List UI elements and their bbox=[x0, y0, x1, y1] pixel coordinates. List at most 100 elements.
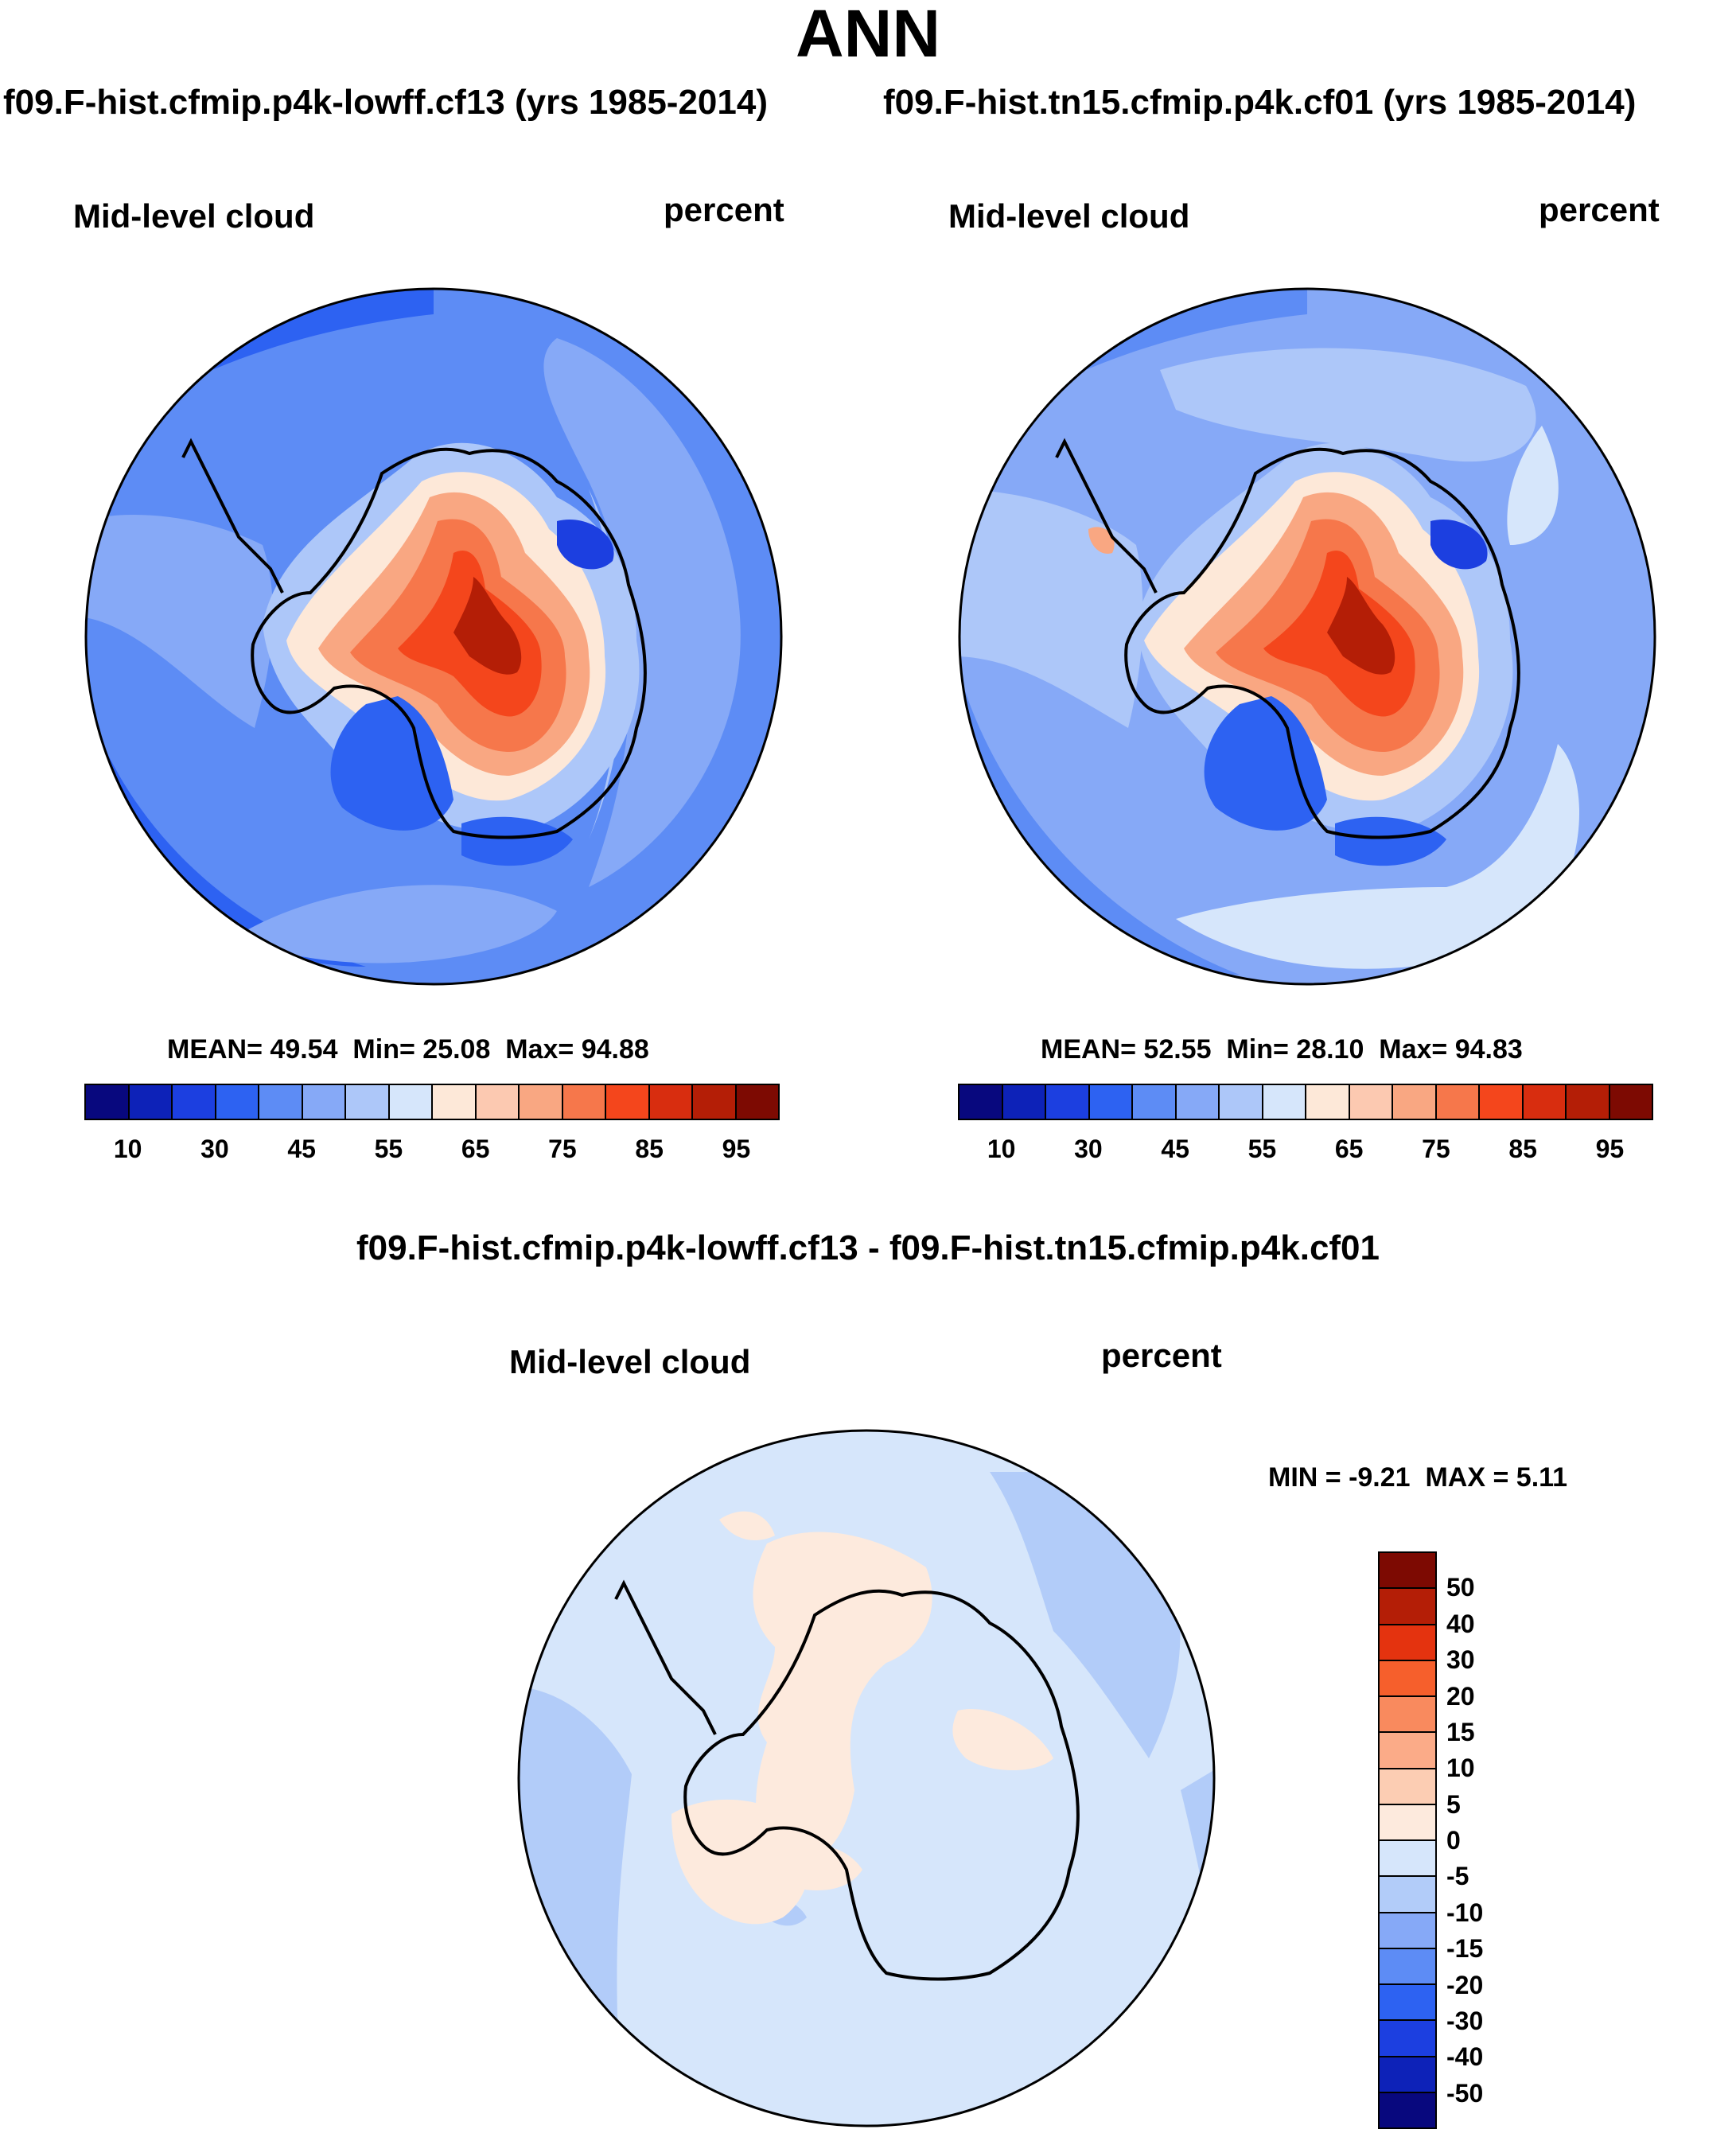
colorbar-tick-label: -20 bbox=[1446, 1970, 1484, 1999]
colorbar-swatch bbox=[476, 1085, 520, 1119]
colorbar-swatch bbox=[1380, 1625, 1435, 1661]
colorbar-swatch bbox=[433, 1085, 477, 1119]
panel1-min-value: 25.08 bbox=[422, 1034, 491, 1065]
panel2-min-value: 28.10 bbox=[1296, 1034, 1364, 1065]
colorbar-tick-label: 85 bbox=[635, 1135, 664, 1163]
colorbar-swatch bbox=[1380, 2092, 1435, 2127]
colorbar-tick-label: 10 bbox=[1446, 1754, 1475, 1783]
colorbar-tick-label: 95 bbox=[722, 1135, 751, 1163]
case1-title: f09.F-hist.cfmip.p4k-lowff.cf13 (yrs 198… bbox=[3, 83, 768, 122]
panel1-stats: MEAN= 49.54 Min= 25.08 Max= 94.88 bbox=[167, 1034, 649, 1065]
colorbar-swatch bbox=[1380, 1985, 1435, 2022]
colorbar-tick-label: -5 bbox=[1446, 1862, 1469, 1891]
colorbar-tick-label: 10 bbox=[987, 1135, 1016, 1163]
panel3-min-label: MIN = bbox=[1268, 1462, 1341, 1493]
panel3-max-value: 5.11 bbox=[1516, 1462, 1568, 1493]
colorbar-swatch bbox=[1380, 1660, 1435, 1697]
colorbar-swatch bbox=[1380, 2057, 1435, 2093]
colorbar-tick-label: -50 bbox=[1446, 2078, 1484, 2108]
colorbar-tick-label: 10 bbox=[113, 1135, 142, 1163]
colorbar-swatch bbox=[1220, 1085, 1263, 1119]
colorbar-tick-label: 65 bbox=[1334, 1135, 1364, 1163]
colorbar-swatch bbox=[1380, 1733, 1435, 1769]
panel2-colorbar bbox=[958, 1084, 1653, 1120]
colorbar-tick-label: 5 bbox=[1446, 1789, 1461, 1819]
colorbar-swatch bbox=[1046, 1085, 1090, 1119]
panel1-min-label: Min= bbox=[352, 1034, 415, 1065]
colorbar-swatch bbox=[216, 1085, 259, 1119]
panel1-colorbar bbox=[84, 1084, 780, 1120]
colorbar-swatch bbox=[129, 1085, 173, 1119]
panel3-min-value: -9.21 bbox=[1349, 1462, 1411, 1493]
colorbar-swatch bbox=[1176, 1085, 1220, 1119]
colorbar-swatch bbox=[1380, 1697, 1435, 1734]
colorbar-swatch bbox=[389, 1085, 433, 1119]
colorbar-swatch bbox=[173, 1085, 216, 1119]
colorbar-tick-label: 45 bbox=[287, 1135, 316, 1163]
colorbar-tick-label: 30 bbox=[1446, 1645, 1475, 1675]
colorbar-swatch bbox=[1523, 1085, 1567, 1119]
colorbar-swatch bbox=[736, 1085, 778, 1119]
panel3-max-label: MAX = bbox=[1425, 1462, 1509, 1493]
panel1-units: percent bbox=[664, 191, 784, 228]
colorbar-swatch bbox=[1002, 1085, 1046, 1119]
panel1-mean-label: MEAN= bbox=[167, 1034, 263, 1065]
colorbar-swatch bbox=[1349, 1085, 1393, 1119]
panel2-map bbox=[958, 287, 1656, 986]
diff-colorbar bbox=[1378, 1551, 1437, 2129]
colorbar-tick-label: -30 bbox=[1446, 2006, 1484, 2035]
colorbar-tick-label: 65 bbox=[461, 1135, 490, 1163]
colorbar-swatch bbox=[562, 1085, 606, 1119]
colorbar-swatch bbox=[1133, 1085, 1177, 1119]
colorbar-swatch bbox=[1263, 1085, 1306, 1119]
panel1-map bbox=[84, 287, 783, 986]
colorbar-swatch bbox=[1380, 1553, 1435, 1590]
colorbar-swatch bbox=[693, 1085, 737, 1119]
colorbar-swatch bbox=[259, 1085, 303, 1119]
colorbar-swatch bbox=[606, 1085, 650, 1119]
panel3-variable: Mid-level cloud bbox=[509, 1343, 751, 1380]
colorbar-tick-label: 45 bbox=[1161, 1135, 1189, 1163]
colorbar-tick-label: 40 bbox=[1446, 1609, 1475, 1638]
panel2-mean-value: 52.55 bbox=[1143, 1034, 1212, 1065]
colorbar-swatch bbox=[1567, 1085, 1610, 1119]
colorbar-swatch bbox=[520, 1085, 563, 1119]
panel2-variable: Mid-level cloud bbox=[948, 197, 1190, 235]
panel1-max-label: Max= bbox=[505, 1034, 574, 1065]
colorbar-swatch bbox=[1380, 1769, 1435, 1805]
colorbar-swatch bbox=[1380, 1877, 1435, 1913]
colorbar-tick-label: 75 bbox=[1422, 1135, 1450, 1163]
colorbar-tick-label: 15 bbox=[1446, 1717, 1475, 1746]
colorbar-swatch bbox=[1089, 1085, 1133, 1119]
colorbar-swatch bbox=[302, 1085, 346, 1119]
panel3-map bbox=[517, 1429, 1216, 2127]
colorbar-swatch bbox=[649, 1085, 693, 1119]
colorbar-swatch bbox=[1380, 1913, 1435, 1949]
colorbar-tick-label: 30 bbox=[1074, 1135, 1103, 1163]
colorbar-swatch bbox=[1436, 1085, 1480, 1119]
panel1-mean-value: 49.54 bbox=[270, 1034, 338, 1065]
panel2-stats: MEAN= 52.55 Min= 28.10 Max= 94.83 bbox=[1041, 1034, 1523, 1065]
colorbar-swatch bbox=[1480, 1085, 1524, 1119]
colorbar-swatch bbox=[346, 1085, 390, 1119]
colorbar-tick-label: -40 bbox=[1446, 2042, 1484, 2072]
colorbar-swatch bbox=[1609, 1085, 1652, 1119]
colorbar-tick-label: 85 bbox=[1508, 1135, 1537, 1163]
colorbar-swatch bbox=[1380, 1948, 1435, 1985]
colorbar-swatch bbox=[959, 1085, 1003, 1119]
colorbar-swatch bbox=[1306, 1085, 1350, 1119]
colorbar-tick-label: 55 bbox=[1248, 1135, 1277, 1163]
colorbar-swatch bbox=[1380, 1804, 1435, 1841]
panel1-variable: Mid-level cloud bbox=[73, 197, 315, 235]
panel2-min-label: Min= bbox=[1226, 1034, 1289, 1065]
panel2-max-label: Max= bbox=[1379, 1034, 1448, 1065]
colorbar-tick-label: 75 bbox=[548, 1135, 577, 1163]
colorbar-tick-label: 20 bbox=[1446, 1681, 1475, 1711]
colorbar-swatch bbox=[1393, 1085, 1437, 1119]
main-title: ANN bbox=[796, 0, 940, 71]
colorbar-swatch bbox=[1380, 1841, 1435, 1878]
panel2-max-value: 94.83 bbox=[1454, 1034, 1523, 1065]
panel3-units: percent bbox=[1101, 1337, 1222, 1374]
colorbar-tick-label: 95 bbox=[1595, 1135, 1625, 1163]
colorbar-swatch bbox=[86, 1085, 130, 1119]
